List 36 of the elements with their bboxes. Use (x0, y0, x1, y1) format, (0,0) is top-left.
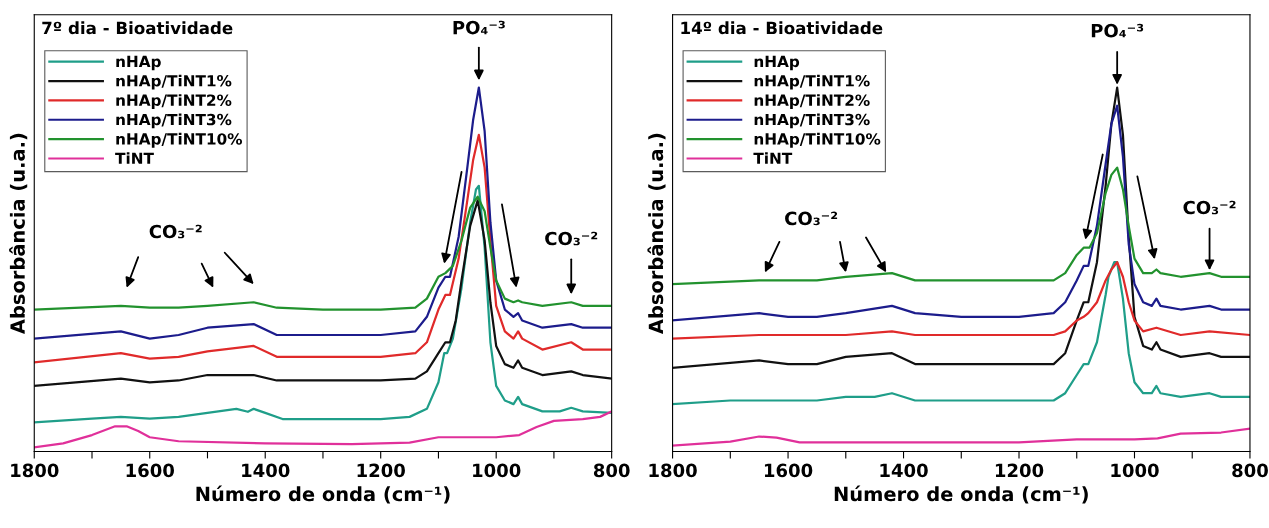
annotation: CO₃⁻² (149, 224, 202, 239)
x-tick-label: 1600 (126, 463, 175, 478)
x-tick-label: 1000 (1111, 463, 1159, 478)
legend-label: TiNT (115, 152, 154, 164)
legend-label: nHAp/TiNT2% (754, 94, 870, 109)
x-tick-label: 1800 (11, 463, 59, 478)
x-tick-label: 800 (593, 463, 630, 478)
x-tick-label: 1800 (649, 463, 697, 478)
x-tick-label: 800 (1232, 463, 1268, 478)
legend-label: nHAp/TiNT3% (116, 113, 232, 129)
annotation: CO₃⁻² (785, 211, 838, 226)
x-tick-label: 1200 (357, 463, 405, 478)
x-tick-label: 1400 (242, 463, 290, 478)
x-axis-title: Número de onda (cm⁻¹) (196, 485, 450, 504)
chart-title: 7º dia - Bioatividade (42, 21, 233, 35)
x-axis-title: Número de onda (cm⁻¹) (834, 485, 1088, 504)
annotation: CO₃⁻² (1183, 200, 1236, 215)
legend-label: nHAp/TiNT10% (754, 132, 881, 148)
legend-label: nHAp/TiNT10% (116, 132, 243, 148)
legend-label: nHAp (116, 55, 161, 71)
y-axis-title: Absorbância (u.a.) (647, 133, 666, 334)
chart-title: 14º dia - Bioatividade (681, 21, 883, 35)
x-tick-label: 1000 (473, 463, 521, 478)
legend-label: nHAp/TiNT1% (116, 74, 232, 90)
legend-label: nHAp (754, 55, 800, 71)
x-tick-label: 1400 (880, 463, 928, 478)
legend-label: nHAp/TiNT3% (754, 113, 870, 129)
legend-label: nHAp/TiNT1% (754, 74, 870, 90)
text: PO₄⁻³ (453, 20, 505, 35)
x-tick-label: 1200 (995, 463, 1044, 478)
x-tick-label: 1600 (764, 463, 813, 478)
legend-label: nHAp/TiNT2% (116, 94, 232, 109)
text: PO₄⁻³ (1091, 23, 1144, 38)
annotation: CO₃⁻² (545, 231, 598, 246)
legend-label: TiNT (753, 152, 793, 164)
y-axis-title: Absorbância (u.a.) (9, 133, 28, 334)
